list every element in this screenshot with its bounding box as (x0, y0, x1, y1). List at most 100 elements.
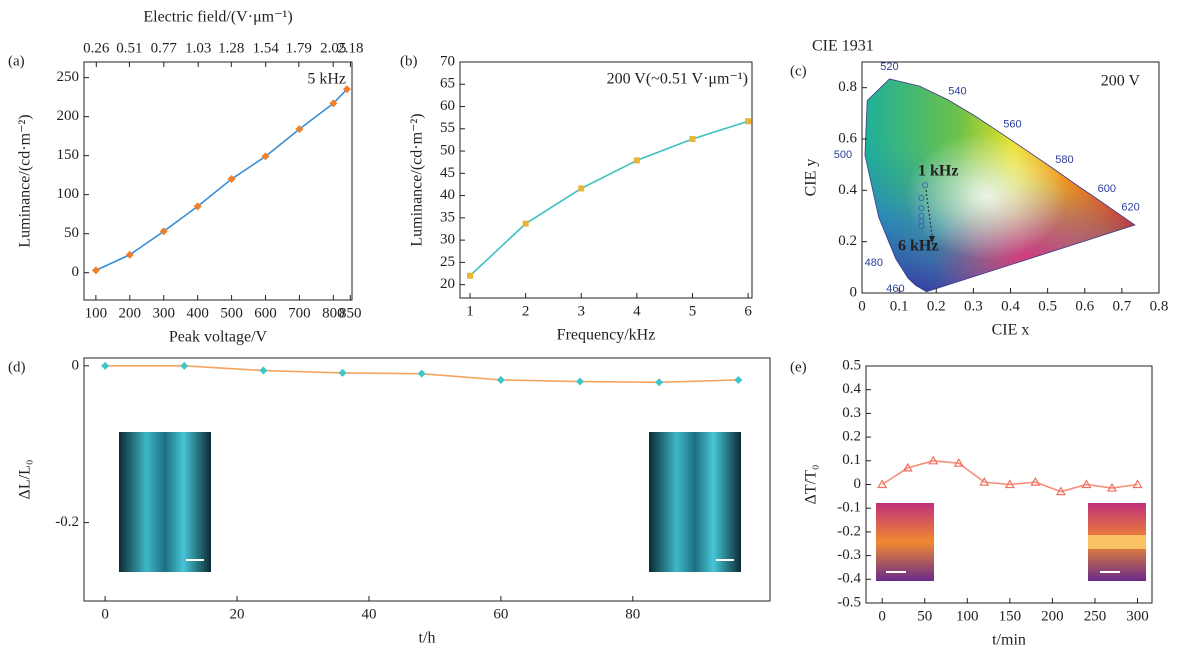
y-tick-label: 40 (440, 187, 455, 203)
panel-label: (e) (790, 359, 807, 375)
x-axis-title: Frequency/kHz (557, 327, 656, 344)
x-axis-title: t/h (419, 630, 436, 647)
x2-tick-label: 0.51 (116, 40, 142, 56)
y-tick-label: 0 (850, 284, 858, 300)
cie-gamut (864, 78, 1135, 292)
data-point (1030, 476, 1041, 486)
x-tick-label: 60 (493, 606, 508, 622)
y-tick-label: 55 (440, 120, 455, 136)
plot-frame (459, 61, 753, 299)
y-tick-label: 0.2 (838, 233, 857, 249)
wavelength-label: 480 (865, 257, 883, 269)
y-tick-label: 65 (440, 76, 455, 92)
y-tick-label: 70 (440, 53, 455, 69)
y-axis-title: Luminance/(cd·m⁻²) (409, 113, 426, 246)
y-axis-title: CIE y (803, 159, 820, 197)
data-point (979, 476, 990, 486)
data-point (734, 375, 743, 384)
y-tick-label: 100 (57, 186, 80, 202)
y-tick-label: 25 (440, 254, 455, 270)
x2-tick-label: 1.28 (218, 40, 244, 56)
x-tick-label: 200 (119, 305, 142, 321)
y-tick-label: 0 (72, 264, 80, 280)
x-tick-label: 2 (522, 303, 530, 319)
y-tick-label: -0.2 (837, 523, 861, 539)
x-tick-label: 5 (689, 303, 697, 319)
data-point (922, 182, 929, 189)
y-axis-title: Luminance/(cd·m⁻²) (17, 114, 34, 247)
y-tick-label: -0.2 (55, 514, 79, 530)
data-point (745, 118, 752, 125)
y-tick-label: 0.1 (842, 452, 861, 468)
wavelength-label: 500 (834, 149, 852, 161)
data-line (881, 459, 1138, 493)
y-tick-label: 0.8 (838, 79, 857, 95)
data-point (417, 369, 426, 378)
x-tick-label: 0.3 (964, 298, 983, 314)
data-point (193, 202, 202, 211)
x-tick-label: 50 (917, 608, 932, 624)
panel-label: (a) (8, 53, 25, 69)
data-point (1004, 479, 1015, 489)
data-point (329, 99, 338, 108)
y-tick-label: 50 (64, 225, 79, 241)
wavelength-label: 520 (880, 61, 898, 73)
x-tick-label: 0.5 (1038, 298, 1057, 314)
wavelength-label: 560 (1003, 119, 1021, 131)
data-point (576, 377, 585, 386)
panel-label: (c) (790, 63, 807, 79)
x2-tick-label: 1.03 (185, 40, 211, 56)
y-tick-label: 0.4 (838, 182, 857, 198)
x-tick-label: 850 (339, 305, 362, 321)
x2-axis-title: Electric field/(V·μm⁻¹) (143, 9, 292, 26)
y-tick-label: 0.2 (842, 429, 861, 445)
annotation: 200 V(~0.51 V·μm⁻¹) (607, 71, 748, 88)
wavelength-label: 600 (1098, 183, 1116, 195)
chart-title: CIE 1931 (812, 38, 874, 55)
data-point (655, 378, 664, 387)
annotation: 200 V (1101, 73, 1141, 90)
x2-tick-label: 2.05 (320, 40, 346, 56)
x-tick-label: 4 (633, 303, 641, 319)
x-tick-label: 800 (322, 305, 345, 321)
panel: 0 50 100 150 200 250 100 200 300 400 500 600 700 8008… (8, 9, 364, 346)
plot-frame (83, 61, 353, 301)
data-point (125, 250, 134, 259)
x-tick-label: 600 (254, 305, 277, 321)
y-tick-label: -0.3 (837, 547, 861, 563)
data-point (902, 462, 913, 472)
x-tick-label: 20 (230, 606, 245, 622)
x-tick-label: 0 (878, 608, 886, 624)
x-tick-label: 6 (744, 303, 752, 319)
data-point (689, 136, 696, 143)
annotation: 1 kHz (918, 163, 958, 180)
x-tick-label: 700 (288, 305, 311, 321)
wavelength-label: 620 (1121, 202, 1139, 214)
x-tick-label: 300 (1126, 608, 1149, 624)
data-point (633, 157, 640, 164)
data-point (227, 175, 236, 184)
cie-diagram (864, 78, 1136, 293)
data-point (338, 368, 347, 377)
y-tick-label: 45 (440, 165, 455, 181)
data-point (1055, 486, 1066, 496)
x-tick-label: 300 (152, 305, 175, 321)
data-point (91, 266, 100, 275)
data-point (877, 479, 888, 489)
data-point (928, 455, 939, 465)
x2-tick-label: 0.77 (151, 40, 178, 56)
y-tick-label: 250 (57, 69, 80, 85)
data-line (469, 120, 749, 277)
plot-frame (83, 357, 771, 602)
y-tick-label: 0.6 (838, 130, 857, 146)
y-tick-label: 150 (57, 147, 80, 163)
arrow-head (929, 236, 935, 243)
x-tick-label: 400 (186, 305, 209, 321)
y-tick-label: 20 (440, 276, 455, 292)
data-point (261, 152, 270, 161)
data-point (578, 185, 585, 192)
y-tick-label: 0.4 (842, 381, 861, 397)
wavelength-label: 460 (886, 283, 904, 295)
